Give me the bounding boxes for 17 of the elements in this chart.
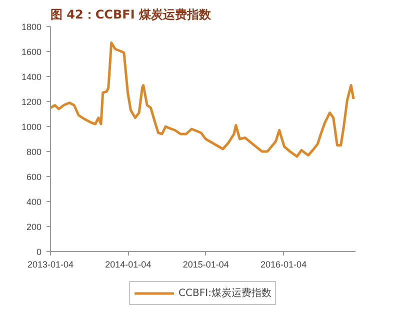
y-tick-label: 1200 <box>21 97 42 107</box>
y-tick-label: 0 <box>36 247 42 257</box>
y-tick-label: 1800 <box>21 22 42 32</box>
y-tick-label: 1000 <box>21 122 42 132</box>
y-tick-label: 800 <box>26 147 42 157</box>
y-tick-label: 600 <box>26 172 42 182</box>
y-tick-label: 1600 <box>21 47 42 57</box>
y-tick-label: 1400 <box>21 72 42 82</box>
x-tick-label: 2014-01-04 <box>105 260 152 270</box>
x-tick-label: 2015-01-04 <box>182 260 229 270</box>
y-tick-label: 200 <box>26 222 42 232</box>
x-tick-label: 2013-01-04 <box>27 260 74 270</box>
legend-label: CCBFI:煤炭运费指数 <box>178 286 272 300</box>
line-series <box>50 42 355 158</box>
x-tick-label: 2016-01-04 <box>260 260 307 270</box>
chart-title: 图 42：CCBFI 煤炭运费指数 <box>50 8 212 22</box>
y-tick-label: 400 <box>26 197 42 207</box>
